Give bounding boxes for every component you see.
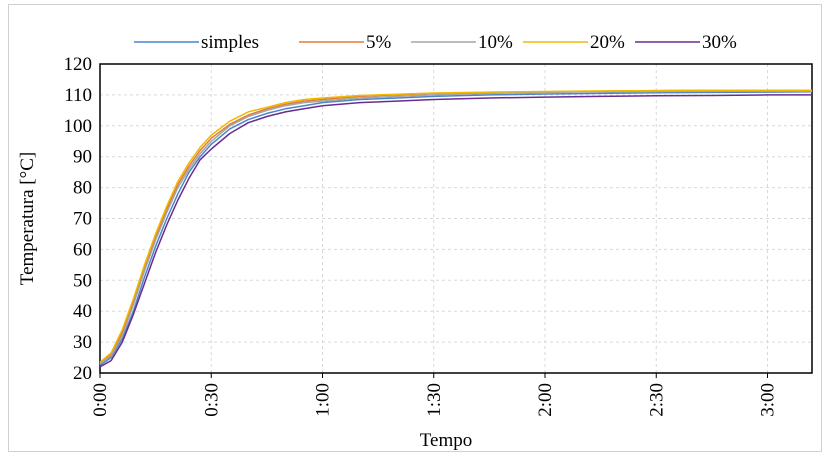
x-tick-label: 1:30 bbox=[424, 383, 445, 417]
x-tick-label: 0:30 bbox=[201, 383, 222, 417]
x-tick-label: 1:00 bbox=[313, 383, 334, 417]
x-axis-label: Tempo bbox=[420, 430, 473, 451]
y-axis-label: Temperatura [°C] bbox=[17, 152, 38, 285]
y-tick-label: 40 bbox=[73, 301, 92, 322]
series-line-1 bbox=[99, 89, 812, 365]
y-tick-label: 90 bbox=[73, 147, 92, 168]
y-tick-label: 80 bbox=[73, 178, 92, 199]
x-tick-label: 2:30 bbox=[646, 383, 667, 417]
y-tick-label: 50 bbox=[73, 270, 92, 291]
y-tick-label: 30 bbox=[73, 332, 92, 353]
series-line-4 bbox=[99, 94, 812, 368]
y-axis-ticks: 20 30 40 50 60 70 80 90 100 110 120 bbox=[64, 54, 93, 384]
y-tick-label: 110 bbox=[64, 85, 92, 106]
legend-label-2: 10% bbox=[478, 32, 513, 53]
y-tick-label: 60 bbox=[73, 239, 92, 260]
series-line-2 bbox=[99, 90, 812, 365]
legend-label-1: 5% bbox=[366, 32, 392, 53]
plot-area-border bbox=[99, 63, 813, 374]
legend-label-0: simples bbox=[201, 32, 259, 53]
y-tick-label: 100 bbox=[64, 116, 93, 137]
x-axis-ticks: 0:00 0:30 1:00 1:30 2:00 2:30 3:00 bbox=[90, 373, 779, 417]
legend-label-3: 20% bbox=[590, 32, 625, 53]
series-line-0 bbox=[99, 91, 813, 366]
legend: simples 5% 10% 20% 30% bbox=[134, 32, 737, 53]
series-lines bbox=[99, 89, 813, 368]
x-tick-label: 0:00 bbox=[90, 383, 111, 417]
x-tick-label: 2:00 bbox=[535, 383, 556, 417]
grid-lines bbox=[99, 63, 812, 374]
x-tick-label: 3:00 bbox=[758, 383, 779, 417]
y-tick-label: 120 bbox=[64, 54, 93, 75]
series-line-3 bbox=[99, 89, 812, 363]
chart-frame: 20 30 40 50 60 70 80 90 100 110 120 0:00 0:30 1:00 1:… bbox=[8, 4, 822, 452]
y-tick-label: 20 bbox=[73, 363, 92, 384]
line-chart: 20 30 40 50 60 70 80 90 100 110 120 0:00 0:30 1:00 1:… bbox=[17, 32, 813, 451]
y-tick-label: 70 bbox=[73, 209, 92, 230]
legend-label-4: 30% bbox=[702, 32, 737, 53]
